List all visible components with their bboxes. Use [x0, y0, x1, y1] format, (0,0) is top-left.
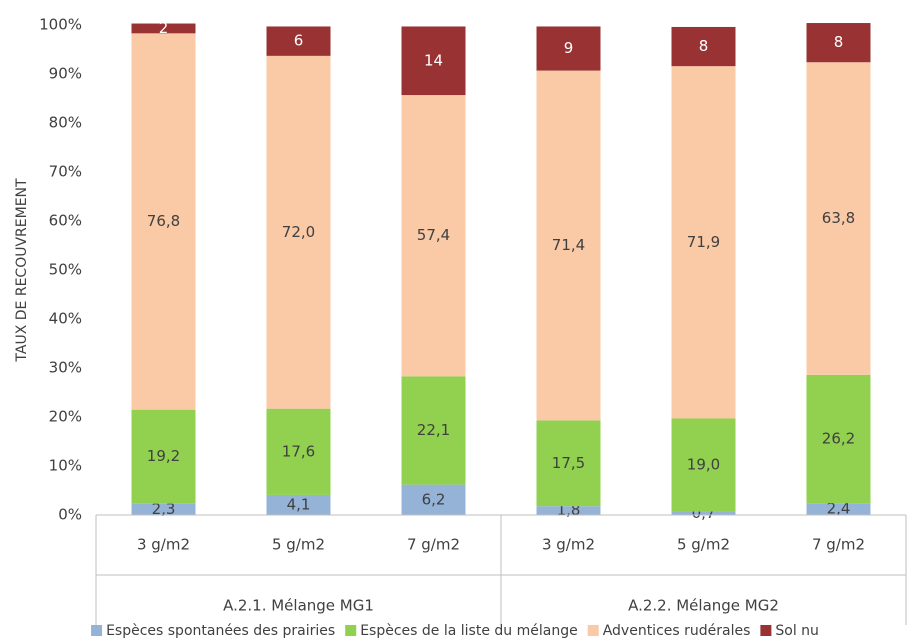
data-label: 19,0 — [687, 456, 720, 474]
x-tick-label: 3 g/m2 — [137, 536, 190, 554]
bar-segment — [131, 23, 196, 34]
legend-label: Adventices rudérales — [603, 623, 751, 639]
data-label: 2,3 — [152, 500, 176, 518]
legend-label: Sol nu — [775, 623, 819, 639]
bar-segment — [401, 95, 466, 377]
data-label: 26,2 — [822, 430, 855, 448]
data-label: 71,9 — [687, 233, 720, 251]
bar-segment — [131, 503, 196, 515]
data-label: 57,4 — [417, 226, 450, 244]
bar-segment — [536, 420, 601, 507]
y-tick-label: 30% — [49, 359, 82, 377]
y-axis-label: TAUX DE RECOUVREMENT — [14, 178, 30, 363]
y-tick-label: 40% — [49, 310, 82, 328]
y-tick-label: 50% — [49, 261, 82, 279]
data-label: 4,1 — [287, 495, 311, 513]
bar-segment — [131, 33, 196, 410]
group-label: A.2.1. Mélange MG1 — [223, 597, 374, 615]
bar-segment — [536, 26, 601, 71]
x-tick-label: 7 g/m2 — [812, 536, 865, 554]
y-tick-label: 60% — [49, 212, 82, 230]
data-label: 76,8 — [147, 212, 180, 230]
bar-segment — [266, 55, 331, 409]
legend-label: Espèces de la liste du mélange — [360, 623, 578, 639]
data-label: 8 — [699, 37, 709, 55]
y-tick-label: 90% — [49, 65, 82, 83]
legend-swatch — [91, 625, 103, 636]
data-label: 72,0 — [282, 223, 315, 241]
bar-segment — [671, 26, 736, 67]
legend-swatch — [760, 625, 772, 636]
bar-segment — [806, 23, 871, 63]
bar-segment — [401, 484, 466, 515]
legend-swatch — [587, 625, 599, 636]
bar-segment — [536, 506, 601, 515]
data-label: 19,2 — [147, 447, 180, 465]
x-tick-label: 7 g/m2 — [407, 536, 460, 554]
data-label: 17,5 — [552, 454, 585, 472]
bar-segment — [266, 494, 331, 515]
data-label: 63,8 — [822, 209, 855, 227]
x-tick-label: 3 g/m2 — [542, 536, 595, 554]
bar-segment — [266, 408, 331, 495]
data-label: 6 — [294, 32, 304, 50]
y-tick-label: 80% — [49, 114, 82, 132]
y-tick-label: 10% — [49, 457, 82, 475]
bar-segment — [536, 70, 601, 421]
data-label: 22,1 — [417, 421, 450, 439]
x-tick-label: 5 g/m2 — [677, 536, 730, 554]
data-label: 71,4 — [552, 236, 585, 254]
x-tick-label: 5 g/m2 — [272, 536, 325, 554]
data-label: 2 — [159, 19, 169, 37]
data-label: 6,2 — [422, 490, 446, 508]
bar-segment — [266, 26, 331, 56]
data-label: 8 — [834, 33, 844, 51]
data-label: 9 — [564, 39, 574, 57]
bar-segment — [671, 66, 736, 419]
legend-swatch — [345, 625, 357, 636]
y-tick-label: 100% — [39, 16, 82, 34]
data-label: 14 — [424, 51, 443, 69]
bar-segment — [671, 418, 736, 512]
bar-segment — [401, 376, 466, 485]
legend-label: Espèces spontanées des prairies — [106, 623, 335, 639]
bar-segment — [806, 62, 871, 375]
bar-segment — [671, 511, 736, 515]
y-tick-label: 20% — [49, 408, 82, 426]
bar-segment — [806, 503, 871, 515]
y-tick-label: 70% — [49, 163, 82, 181]
data-label: 17,6 — [282, 442, 315, 460]
bar-segment — [131, 409, 196, 504]
data-label: 2,4 — [827, 500, 851, 518]
group-label: A.2.2. Mélange MG2 — [628, 597, 779, 615]
y-tick-label: 0% — [58, 506, 82, 524]
bar-segment — [806, 374, 871, 504]
bar-segment — [401, 26, 466, 96]
